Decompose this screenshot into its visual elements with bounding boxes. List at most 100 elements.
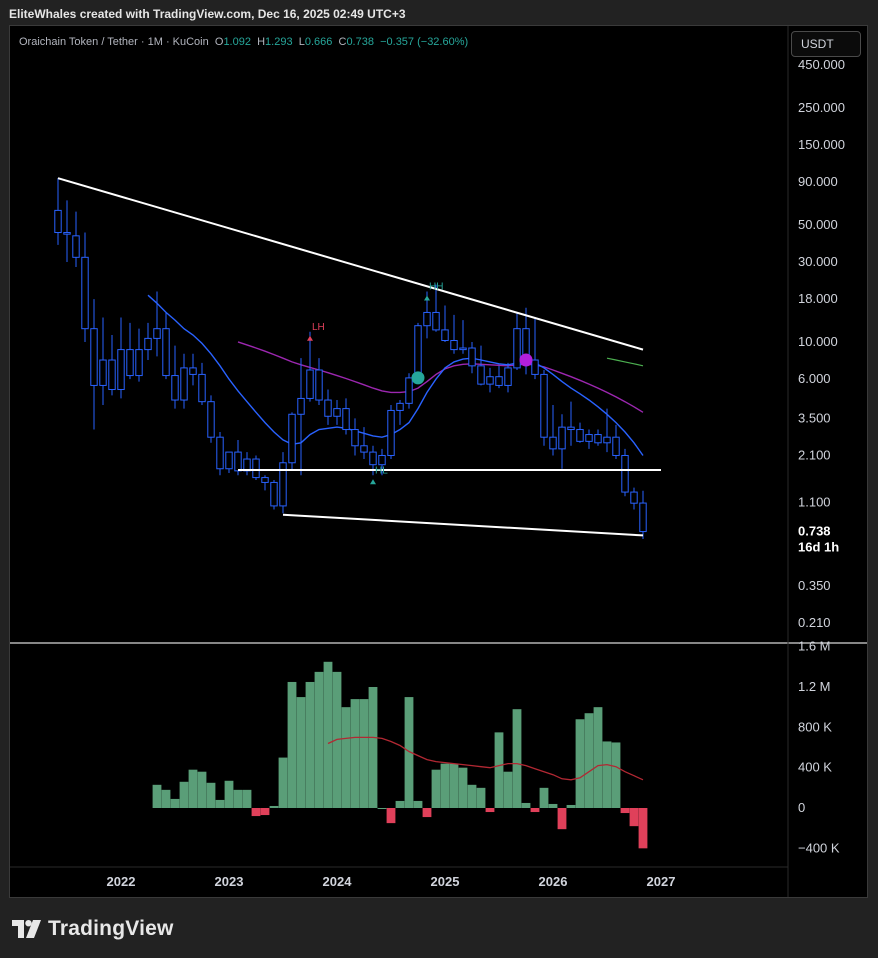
candle-body (450, 340, 458, 351)
close-value: 0.738 (346, 36, 374, 48)
candle-body (432, 311, 440, 331)
candle-body (144, 337, 152, 351)
candle (612, 424, 620, 460)
candle (54, 178, 62, 245)
volume-bar (440, 763, 450, 808)
candle-body (342, 408, 350, 431)
candle (549, 405, 557, 456)
price-tick-label: 10.000 (798, 334, 838, 349)
candle (486, 367, 494, 393)
pivot-label: HL (375, 465, 388, 476)
volume-bar (278, 757, 288, 808)
volume-bar (467, 784, 477, 808)
candle (216, 432, 224, 476)
candle (594, 429, 602, 446)
candle-body (99, 359, 107, 386)
candle-body (90, 328, 98, 386)
candle (504, 362, 512, 393)
change-value: −0.357 (−32.60%) (380, 36, 469, 48)
candle (162, 312, 170, 380)
open-value: 1.092 (223, 36, 251, 48)
candle-body (189, 367, 197, 375)
candle-body (603, 436, 611, 444)
candle (207, 395, 215, 443)
candle-body (468, 347, 476, 367)
candle (603, 408, 611, 453)
candle-body (594, 434, 602, 444)
tradingview-brand: TradingView (48, 917, 174, 940)
ema-slow-line (237, 341, 644, 413)
pivot-label: HH (429, 282, 443, 293)
candle (243, 452, 251, 476)
candle (63, 200, 71, 263)
volume-bar (413, 800, 423, 808)
candle-body (495, 376, 503, 386)
candle (333, 400, 341, 425)
volume-bar (341, 707, 351, 808)
candle (261, 475, 269, 491)
candle (441, 305, 449, 342)
candle-body (216, 436, 224, 470)
currency-label: USDT (801, 37, 834, 51)
chart-frame[interactable] (9, 25, 868, 898)
candle-body (459, 347, 467, 351)
volume-bar (251, 808, 261, 817)
candle-body (378, 454, 386, 466)
volume-bar (548, 803, 558, 808)
candle-body (72, 235, 80, 258)
time-tick-label: 2023 (215, 874, 244, 889)
candle (198, 362, 206, 406)
candle-body (351, 429, 359, 447)
price-tick-label: 50.000 (798, 217, 838, 232)
candle (396, 400, 404, 425)
candle-body (441, 329, 449, 342)
candle-body (504, 367, 512, 386)
candle (90, 299, 98, 430)
candle-body (261, 477, 269, 483)
candle (630, 487, 638, 510)
candle-body (279, 462, 287, 507)
volume-bar (377, 808, 387, 809)
price-tick-label: 150.000 (798, 137, 845, 152)
candle (360, 427, 368, 460)
candle-body (306, 369, 314, 399)
attribution-text: EliteWhales created with TradingView.com… (9, 7, 406, 21)
candle-body (234, 451, 242, 472)
signal-marker (519, 353, 533, 367)
candle (558, 414, 566, 469)
volume-bar (215, 799, 225, 808)
candle (225, 451, 233, 474)
volume-bar (431, 769, 441, 808)
volume-bar (638, 808, 648, 849)
volume-bar (233, 789, 243, 808)
volume-bar (323, 661, 333, 808)
candle (315, 358, 323, 406)
candle (513, 312, 521, 370)
candle-body (135, 349, 143, 377)
currency-selector[interactable]: USDT (791, 31, 861, 57)
close-label: C (338, 36, 347, 48)
candle-body (207, 401, 215, 438)
volume-bar (305, 681, 315, 808)
candle-body (324, 399, 332, 417)
volume-bar (152, 784, 162, 808)
pivot-arrow-icon (370, 479, 376, 485)
candle-body (558, 426, 566, 450)
candle (432, 284, 440, 332)
candle-body (405, 377, 413, 404)
candle-body (369, 451, 377, 466)
candle-body (360, 445, 368, 453)
volume-bar (188, 769, 198, 808)
last-price-label: 0.738 (798, 524, 831, 539)
candle (306, 331, 314, 402)
volume-bar (395, 800, 405, 808)
candle (108, 335, 116, 396)
candle (639, 490, 647, 540)
candle-body (396, 402, 404, 411)
candle (189, 353, 197, 386)
price-tick-label: 250.000 (798, 100, 845, 115)
tradingview-logo[interactable]: TradingView (12, 914, 174, 944)
candle (288, 412, 296, 471)
price-tick-label: 2.100 (798, 447, 831, 462)
